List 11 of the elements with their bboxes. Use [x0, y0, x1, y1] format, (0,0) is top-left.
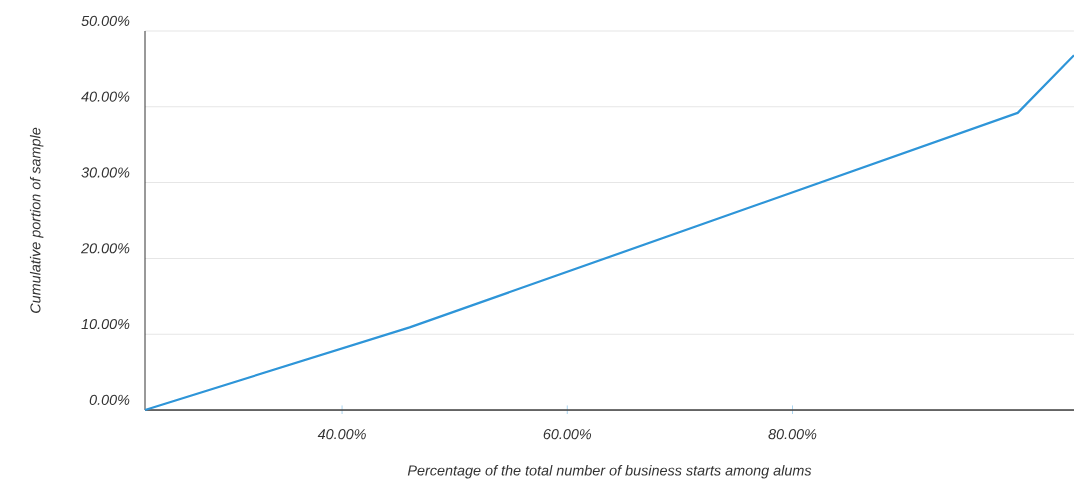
x-tick-label: 80.00%	[768, 429, 817, 440]
y-tick-label: 10.00%	[81, 318, 130, 330]
x-tick-label: 60.00%	[543, 429, 592, 440]
x-tick-label: 40.00%	[317, 429, 366, 440]
y-tick-label: 30.00%	[81, 167, 130, 178]
y-tick-label: 40.00%	[81, 91, 130, 102]
x-axis-title: Percentage of the total number of business starts among alums	[407, 464, 812, 479]
y-tick-label: 0.00%	[89, 394, 130, 405]
y-tick-label: 50.00%	[81, 15, 130, 26]
y-tick-label: 20.00%	[81, 243, 130, 254]
y-axis-title: Cumulative portion of sample	[29, 127, 44, 313]
